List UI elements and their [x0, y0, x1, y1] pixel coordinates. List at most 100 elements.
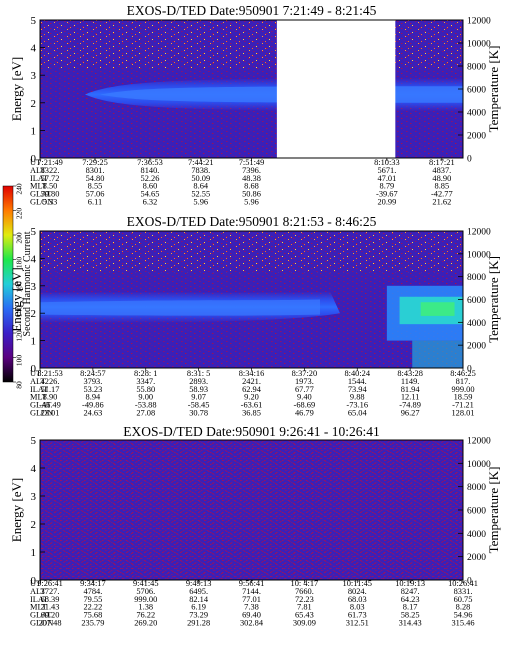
- ephemeris-value: 8:24:57: [80, 369, 106, 378]
- ephemeris-value: 1973.: [295, 377, 314, 386]
- ephemeris-value: 8.17: [403, 603, 418, 612]
- ephemeris-value: 9.07: [191, 393, 206, 402]
- ephemeris-value: 4784.: [83, 587, 102, 596]
- ephemeris-value: 1.38: [138, 603, 153, 612]
- y2-tick-label: 2000: [467, 553, 486, 563]
- ephemeris-value: 5.96: [244, 198, 259, 207]
- ephemeris-value: 57.72: [41, 174, 60, 183]
- y2-tick-label: 0: [467, 365, 472, 375]
- ephemeris-value: 817.: [456, 377, 471, 386]
- ephemeris-value: -73.16: [346, 401, 368, 410]
- ephemeris-value: 76.22: [136, 611, 155, 620]
- ephemeris-value: 8:37:20: [292, 369, 318, 378]
- energy-band-core: [40, 299, 320, 316]
- ephemeris-value: 4226.: [41, 377, 60, 386]
- colorbar-tick-label: 100: [15, 355, 24, 367]
- ephemeris-value: 68.39: [41, 595, 60, 604]
- ephemeris-value: 65.43: [295, 611, 314, 620]
- ephemeris-value: 81.94: [401, 385, 421, 394]
- ephemeris-row-label: GLON: [30, 619, 53, 628]
- ephemeris-value: 9:41:45: [133, 579, 159, 588]
- ephemeris-row-label: ALT: [30, 377, 46, 386]
- ephemeris-value: 9.20: [244, 393, 259, 402]
- spectrogram-field: [40, 20, 463, 158]
- data-gap: [276, 20, 396, 158]
- y-tick-label: 0: [31, 153, 37, 165]
- spectrogram-panel-2: EXOS-D/TED Date:950901 8:21:53 - 8:46:25…: [9, 214, 501, 418]
- ephemeris-value: -71.21: [452, 401, 474, 410]
- ephemeris-value: 235.79: [81, 619, 104, 628]
- ephemeris-value: 8.90: [43, 393, 58, 402]
- ephemeris-row-label: MLT: [30, 182, 47, 191]
- ephemeris-value: 8024.: [348, 587, 367, 596]
- ephemeris-row-label: ILAT: [30, 595, 48, 604]
- ephemeris-value: 8322.: [41, 166, 60, 175]
- ephemeris-value: 53.23: [83, 385, 102, 394]
- ephemeris-value: 10:11:45: [343, 579, 372, 588]
- y-tick-label: 4: [31, 43, 37, 55]
- ephemeris-value: 24.63: [83, 409, 102, 418]
- y-tick-label: 3: [31, 281, 37, 293]
- ephemeris-value: 291.28: [187, 619, 210, 628]
- ephemeris-value: -63.61: [241, 401, 263, 410]
- y2-tick-label: 10000: [467, 250, 491, 260]
- ephemeris-value: 64.23: [401, 595, 420, 604]
- spectrogram-field: [40, 440, 463, 580]
- y2-axis-label: Temperature [K]: [486, 467, 501, 554]
- ephemeris-value: 8:34:16: [239, 369, 265, 378]
- ephemeris-value: 128.01: [451, 409, 474, 418]
- spectrogram-field: [40, 231, 463, 368]
- y-axis-label: Energy [eV]: [9, 267, 24, 331]
- ephemeris-value: 8.94: [86, 393, 101, 402]
- ephemeris-value: 7:36:53: [137, 158, 163, 167]
- ephemeris-value: 22.22: [83, 603, 102, 612]
- ephemeris-value: 315.46: [451, 619, 474, 628]
- ephemeris-value: -42.77: [431, 190, 453, 199]
- y2-tick-label: 10000: [467, 460, 491, 470]
- ephemeris-value: 5706.: [136, 587, 155, 596]
- ephemeris-row-label: ALT: [30, 166, 46, 175]
- y-tick-label: 0: [31, 363, 37, 375]
- ephemeris-value: 6.32: [143, 198, 158, 207]
- ephemeris-value: 3793.: [83, 377, 102, 386]
- ephemeris-value: 8:40:24: [344, 369, 370, 378]
- ephemeris-value: 1149.: [401, 377, 420, 386]
- ephemeris-value: 55.80: [136, 385, 155, 394]
- noise-texture-fine: [40, 440, 463, 580]
- y2-tick-label: 12000: [467, 437, 491, 447]
- spectrogram-panel-1: EXOS-D/TED Date:950901 7:21:49 - 8:21:45…: [9, 3, 501, 207]
- ephemeris-value: 59.80: [41, 190, 60, 199]
- y-tick-label: 1: [31, 336, 37, 348]
- y2-tick-label: 8000: [467, 63, 486, 73]
- colorbar-tick-label: 200: [15, 232, 24, 244]
- ephemeris-value: 8.03: [350, 603, 365, 612]
- ephemeris-value: 7.38: [244, 603, 259, 612]
- ephemeris-value: 46.79: [295, 409, 314, 418]
- ephemeris-value: 8:46:25: [450, 369, 476, 378]
- ephemeris-value: -53.88: [135, 401, 157, 410]
- colorbar-tick-label: 220: [15, 208, 24, 220]
- y2-tick-label: 2000: [467, 132, 486, 142]
- ephemeris-value: 67.77: [295, 385, 314, 394]
- ephemeris-row-label: GLON: [30, 198, 53, 207]
- ephemeris-value: 8:43:28: [397, 369, 423, 378]
- ephemeris-value: 10: 4:17: [291, 579, 319, 588]
- flux-dots: [40, 231, 463, 273]
- ephemeris-row-label: GLAT: [30, 611, 51, 620]
- ephemeris-value: 5671.: [377, 166, 396, 175]
- ephemeris-value: 77.01: [242, 595, 261, 604]
- ephemeris-value: 8:10:33: [374, 158, 400, 167]
- ephemeris-value: 54.80: [86, 174, 105, 183]
- ephemeris-value: 6.19: [191, 603, 206, 612]
- ephemeris-value: 8140.: [141, 166, 160, 175]
- y2-tick-label: 6000: [467, 507, 486, 517]
- ephemeris-value: 5.33: [43, 198, 58, 207]
- colorbar-ticks: 240 220 200 180 160 140 120 100 80: [13, 183, 24, 389]
- panel-title: EXOS-D/TED Date:950901 8:21:53 - 8:46:25: [127, 214, 377, 229]
- colorbar: 240 220 200 180 160 140 120 100 80 Second Harmon…: [2, 183, 33, 389]
- ephemeris-value: 48.38: [242, 174, 261, 183]
- ephemeris-value: 69.40: [242, 611, 261, 620]
- y-tick-label: 0: [31, 575, 37, 587]
- panel-title: EXOS-D/TED Date:950901 7:21:49 - 8:21:45: [127, 3, 377, 18]
- y2-tick-label: 0: [467, 155, 472, 165]
